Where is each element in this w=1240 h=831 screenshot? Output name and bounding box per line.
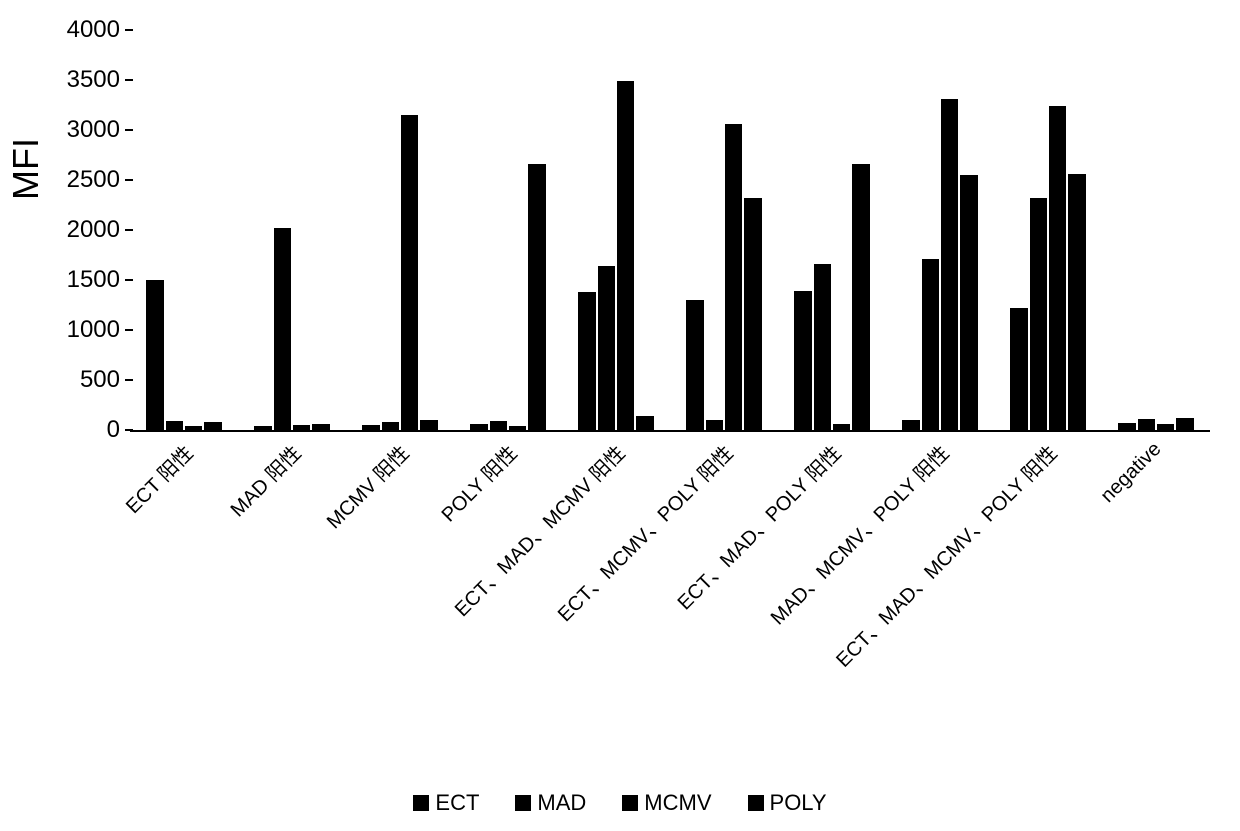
bar (578, 292, 595, 430)
bar (814, 264, 831, 430)
bar (185, 426, 202, 430)
legend: ECT MAD MCMV POLY (0, 789, 1240, 816)
bar (636, 416, 653, 430)
bar (960, 175, 977, 430)
y-tick-label: 4000 (20, 16, 120, 44)
bar (1030, 198, 1047, 430)
x-tick-label: ECT、MCMV、POLY 阳性 (550, 438, 739, 627)
legend-swatch (413, 795, 429, 811)
bar (293, 425, 310, 430)
y-tick-label: 2000 (20, 216, 120, 244)
plot-area (130, 30, 1210, 432)
y-tick-label: 3500 (20, 66, 120, 94)
legend-label: MAD (537, 790, 586, 815)
legend-label: MCMV (644, 790, 711, 815)
bar (146, 280, 163, 430)
legend-item: POLY (748, 789, 827, 816)
bar (420, 420, 437, 430)
bar (1068, 174, 1085, 430)
y-tick-label: 0 (20, 416, 120, 444)
legend-swatch (748, 795, 764, 811)
x-tick-label: ECT、MAD、MCMV、POLY 阳性 (828, 438, 1062, 672)
legend-swatch (622, 795, 638, 811)
bar (382, 422, 399, 430)
x-tick-label: MAD、MCMV、POLY 阳性 (762, 438, 954, 630)
bar (725, 124, 742, 430)
x-tick-label: MCMV 阳性 (319, 438, 415, 534)
x-tick-label: POLY 阳性 (433, 438, 522, 527)
x-tick-label: ECT 阳性 (118, 438, 199, 519)
bar (274, 228, 291, 430)
bar (794, 291, 811, 430)
bar (254, 426, 271, 430)
y-tick-label: 500 (20, 366, 120, 394)
bar (598, 266, 615, 430)
bar (312, 424, 329, 430)
y-tick-label: 1500 (20, 266, 120, 294)
bar (528, 164, 545, 430)
legend-label: POLY (770, 790, 827, 815)
bar (470, 424, 487, 430)
bar (706, 420, 723, 430)
bar (902, 420, 919, 430)
y-tick-label: 3000 (20, 116, 120, 144)
legend-item: ECT (413, 789, 479, 816)
bar (833, 424, 850, 430)
bar (1118, 423, 1135, 430)
bar (922, 259, 939, 430)
bar (1138, 419, 1155, 430)
legend-label: ECT (435, 790, 479, 815)
bar (166, 421, 183, 430)
bar (1049, 106, 1066, 430)
bar (686, 300, 703, 430)
bar (1176, 418, 1193, 430)
legend-item: MCMV (622, 789, 711, 816)
y-tick-label: 2500 (20, 166, 120, 194)
bar (204, 422, 221, 430)
bar (744, 198, 761, 430)
legend-swatch (515, 795, 531, 811)
bar (362, 425, 379, 430)
mfi-grouped-bar-chart: MFI 05001000150020002500300035004000 ECT… (0, 0, 1240, 831)
bar (509, 426, 526, 430)
bar (617, 81, 634, 430)
bar (401, 115, 418, 430)
bar (941, 99, 958, 430)
x-tick-label: MAD 阳性 (222, 438, 306, 522)
bar (490, 421, 507, 430)
x-tick-label: negative (1097, 438, 1167, 508)
bar (1010, 308, 1027, 430)
bar (852, 164, 869, 430)
y-tick-label: 1000 (20, 316, 120, 344)
bar (1157, 424, 1174, 430)
legend-item: MAD (515, 789, 586, 816)
